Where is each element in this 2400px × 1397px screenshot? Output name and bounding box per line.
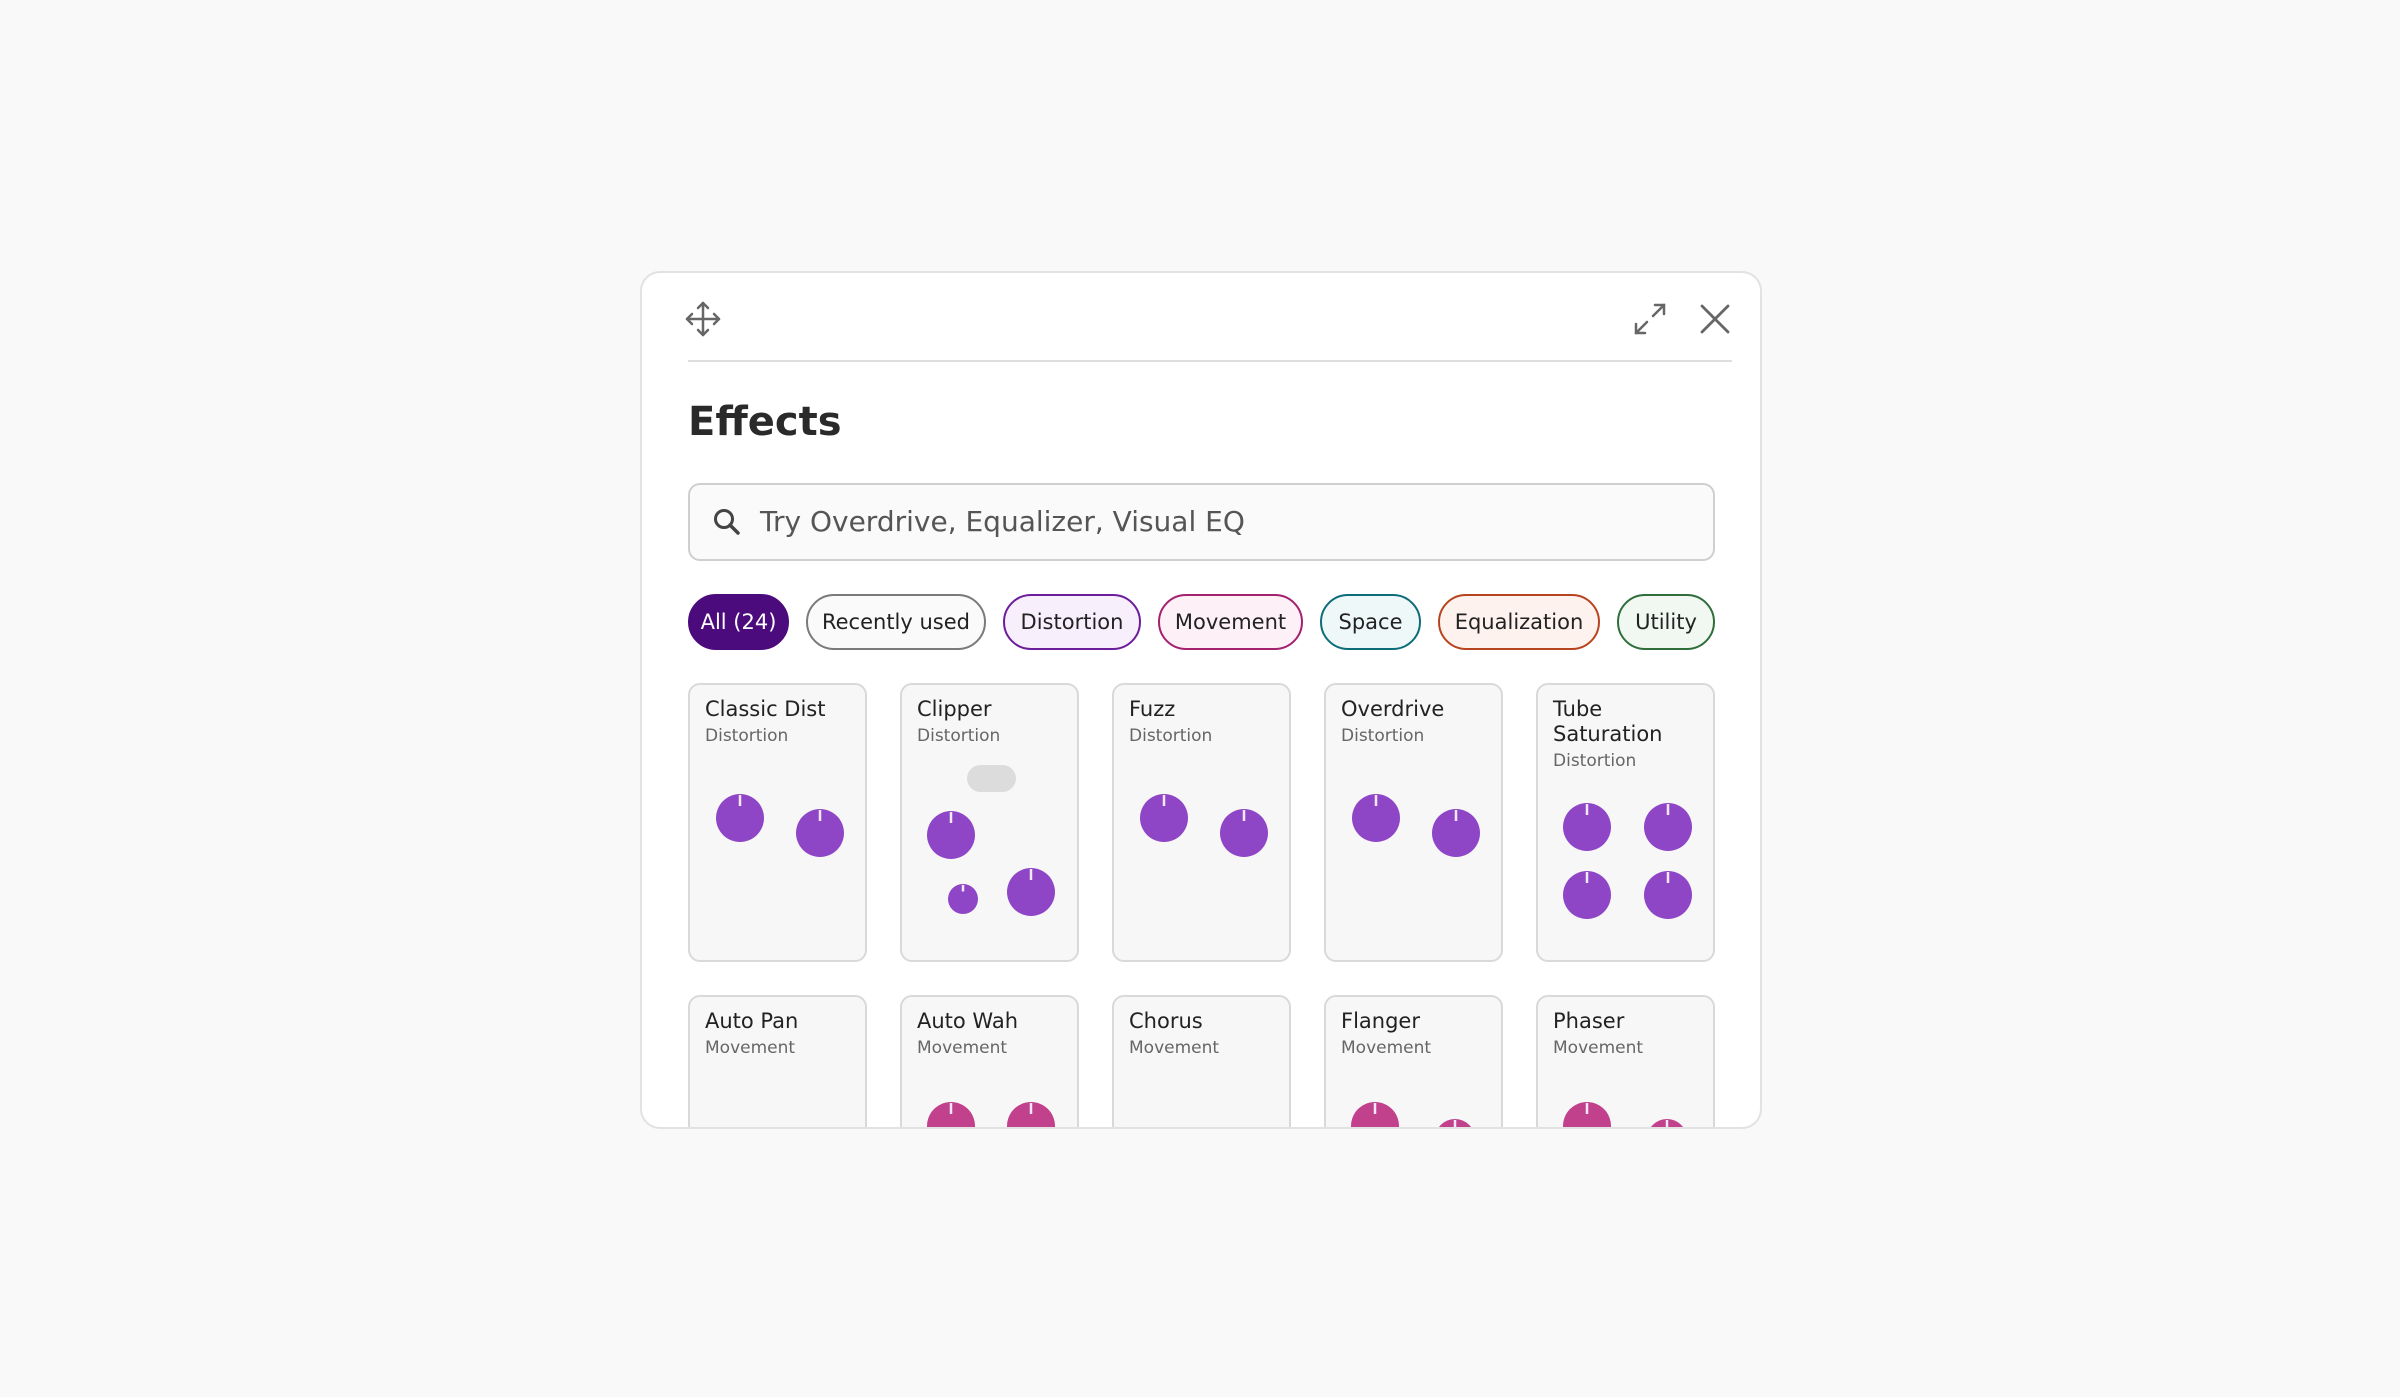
card-controls <box>1351 1102 1471 1127</box>
knob <box>1007 1102 1055 1127</box>
card-name: Chorus Movement <box>1129 1009 1279 1058</box>
knob <box>927 1102 975 1127</box>
search-icon <box>714 509 740 535</box>
knob <box>1351 1102 1399 1127</box>
card-controls <box>1140 794 1268 857</box>
filter-chip[interactable]: Distortion <box>1003 594 1141 650</box>
effect-card[interactable]: Clipper Distortion <box>900 683 1079 962</box>
card-category: Distortion <box>1341 726 1425 746</box>
card-name: Fuzz Distortion <box>1129 697 1279 746</box>
effect-card[interactable]: Phaser Movement <box>1536 995 1715 1127</box>
card-title: Classic Dist <box>705 697 826 721</box>
filter-chip[interactable]: All (24) <box>688 594 789 650</box>
knob <box>927 811 975 859</box>
filter-chip[interactable]: Movement <box>1158 594 1303 650</box>
knob <box>1432 809 1480 857</box>
card-title: Auto Wah <box>917 1009 1019 1033</box>
effect-card[interactable]: Classic Dist Distortion <box>688 683 867 962</box>
effects-panel: Effects Try Overdrive, Equalizer, Visual… <box>640 271 1762 1129</box>
knob <box>948 884 978 914</box>
knob <box>1563 1102 1611 1127</box>
search-box[interactable]: Try Overdrive, Equalizer, Visual EQ <box>688 483 1715 561</box>
search-placeholder: Try Overdrive, Equalizer, Visual EQ <box>760 505 1245 538</box>
knob <box>1352 794 1400 842</box>
card-category: Movement <box>917 1038 1008 1058</box>
effect-card[interactable]: Auto Pan Movement <box>688 995 867 1127</box>
card-category: Distortion <box>917 726 1001 746</box>
effect-card[interactable]: Auto Wah Movement <box>900 995 1079 1127</box>
card-controls <box>1563 1102 1683 1127</box>
card-name: Auto Pan Movement <box>705 1009 855 1058</box>
knob <box>1007 868 1055 916</box>
knob <box>796 809 844 857</box>
toggle <box>967 765 1016 792</box>
card-name: Overdrive Distortion <box>1341 697 1491 746</box>
effect-card[interactable]: Flanger Movement <box>1324 995 1503 1127</box>
card-controls <box>1563 803 1692 919</box>
effect-card[interactable]: Chorus Movement <box>1112 995 1291 1127</box>
expand-button[interactable] <box>1630 299 1670 339</box>
card-title: Clipper <box>917 697 992 721</box>
knob <box>1644 871 1692 919</box>
card-title: Auto Pan <box>705 1009 799 1033</box>
card-title: Overdrive <box>1341 697 1445 721</box>
card-category: Distortion <box>1129 726 1213 746</box>
card-name: Auto Wah Movement <box>917 1009 1067 1058</box>
close-button[interactable] <box>1695 299 1735 339</box>
card-name: Phaser Movement <box>1553 1009 1703 1058</box>
card-name: Tube Saturation Distortion <box>1553 697 1703 771</box>
effect-card[interactable]: Overdrive Distortion <box>1324 683 1503 962</box>
card-title: Chorus <box>1129 1009 1203 1033</box>
card-category: Movement <box>1553 1038 1644 1058</box>
knob <box>1563 871 1611 919</box>
knob <box>716 794 764 842</box>
effect-card[interactable]: Tube Saturation Distortion <box>1536 683 1715 962</box>
card-category: Movement <box>705 1038 796 1058</box>
card-title: Flanger <box>1341 1009 1420 1033</box>
card-title: Phaser <box>1553 1009 1625 1033</box>
knob <box>1644 803 1692 851</box>
filter-chip[interactable]: Recently used <box>806 594 986 650</box>
card-category: Distortion <box>705 726 789 746</box>
card-name: Clipper Distortion <box>917 697 1067 746</box>
card-title: Tube Saturation <box>1553 697 1663 746</box>
filter-chip[interactable]: Space <box>1320 594 1421 650</box>
card-category: Movement <box>1341 1038 1432 1058</box>
card-name: Classic Dist Distortion <box>705 697 855 746</box>
move-handle[interactable] <box>683 299 723 339</box>
divider <box>688 360 1732 362</box>
card-category: Movement <box>1129 1038 1220 1058</box>
card-name: Flanger Movement <box>1341 1009 1491 1058</box>
panel-title: Effects <box>688 399 842 445</box>
card-controls <box>927 765 1055 916</box>
filter-chip[interactable]: Utility <box>1617 594 1715 650</box>
card-controls <box>716 794 844 857</box>
card-controls <box>927 1102 1055 1127</box>
card-title: Fuzz <box>1129 697 1176 721</box>
card-category: Distortion <box>1553 751 1637 771</box>
effect-card[interactable]: Fuzz Distortion <box>1112 683 1291 962</box>
knob <box>1563 803 1611 851</box>
knob <box>1220 809 1268 857</box>
filter-chip[interactable]: Equalization <box>1438 594 1600 650</box>
knob <box>1140 794 1188 842</box>
card-controls <box>1352 794 1480 857</box>
